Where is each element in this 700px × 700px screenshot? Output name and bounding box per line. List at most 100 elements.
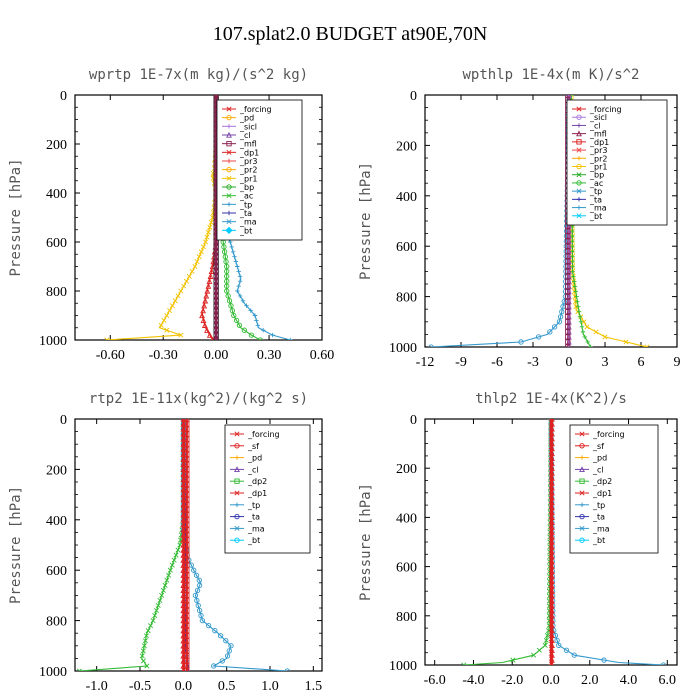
data-point [161,317,167,323]
legend-label: _sicl [239,122,257,131]
data-point [554,637,560,644]
data-point [164,312,170,319]
data-point [570,269,575,274]
y-tick-label: 400 [46,187,67,202]
data-point [198,612,204,619]
chart-panel-4: thlp2 1E-4x(K^2)/s Pressure [hPa] 0 200 400 6… [358,391,678,688]
legend-marker [234,525,240,531]
legend-marker [576,139,582,145]
data-point [171,557,177,563]
data-point [565,314,571,320]
legend-label: _tp [239,200,252,209]
data-point [257,337,263,340]
data-point [223,638,229,644]
data-point [570,228,575,234]
legend: _forcing_pd_sicl_cl_mfl_dp1_pr3_pr2_pr1_… [216,99,303,241]
data-point [570,249,575,254]
data-point [565,339,571,345]
y-tick-label: 600 [46,236,67,251]
data-point [139,653,145,659]
data-point [152,613,158,619]
data-point [572,284,578,289]
legend-box [216,99,303,241]
data-point [230,249,236,254]
data-point [178,537,184,543]
data-point [213,254,219,260]
legend-label: _forcing [592,430,625,439]
legend-label: _dp1 [247,489,267,498]
data-point [184,476,190,483]
y-tick-label: 1000 [389,341,417,356]
legend-marker [234,431,240,437]
data-point [284,668,290,671]
y-tick-label: 0 [410,413,417,428]
legend-label: _forcing [247,430,280,439]
data-point [510,657,516,663]
data-point [213,263,219,270]
data-point [542,642,548,648]
data-point [577,314,583,319]
data-point [232,254,237,259]
data-point [184,653,190,659]
legend-marker [226,158,232,164]
data-point [237,293,243,299]
data-point [585,339,590,345]
legend-label: _ma [589,204,607,213]
data-point [184,628,190,634]
data-point [173,552,179,558]
legend-label: _ma [592,524,610,533]
legend-marker [226,184,232,190]
data-point [193,572,200,578]
data-point [213,268,219,274]
legend-marker [579,537,585,543]
y-tick-label: 1000 [39,665,67,680]
data-point [244,303,249,308]
data-point [184,577,190,583]
data-point [584,324,590,330]
data-point [228,643,234,649]
data-point [565,263,571,270]
data-point [158,322,164,328]
data-point [565,329,571,335]
y-tick-label: 800 [46,615,67,630]
data-point [184,527,190,533]
data-point [142,638,148,644]
data-point [194,259,200,265]
legend-marker [225,226,233,234]
legend-label: _tp [247,501,260,510]
legend-marker [576,123,582,128]
data-point [565,248,571,254]
panel-title: wprtp 1E-7x(m kg)/(s^2 kg) [89,67,308,83]
data-point [237,274,243,279]
data-point [255,323,260,328]
chart-panel-1: wprtp 1E-7x(m kg)/(s^2 kg) Pressure [hPa]… [8,67,334,363]
data-point [254,318,259,323]
data-point [226,298,233,304]
data-point [202,297,209,304]
legend-label: _dp1 [592,489,612,498]
data-point [104,337,110,340]
legend-marker [576,180,582,186]
data-point [213,259,219,265]
data-point [166,572,172,578]
data-point [229,307,236,314]
x-tick-label: 0.60 [310,348,335,363]
data-point [178,332,184,338]
legend-label: _sf [592,442,604,451]
data-point [184,663,190,669]
data-point [223,258,229,265]
legend: _forcing _sf _pd _cl _dp2 _dp1 _tp _ta _ma _bt [569,424,659,554]
legend-label: _cl [592,465,604,474]
legend-label: _pr1 [239,174,257,183]
data-point [144,663,150,669]
data-point [167,308,173,314]
data-point [565,324,571,330]
data-point [602,334,608,340]
data-point [588,344,593,347]
y-tick-label: 400 [396,511,417,526]
legend-marker [579,455,585,460]
data-point [570,244,575,249]
data-point [213,298,219,304]
legend-label: _bp [589,171,604,180]
data-point [211,663,217,669]
